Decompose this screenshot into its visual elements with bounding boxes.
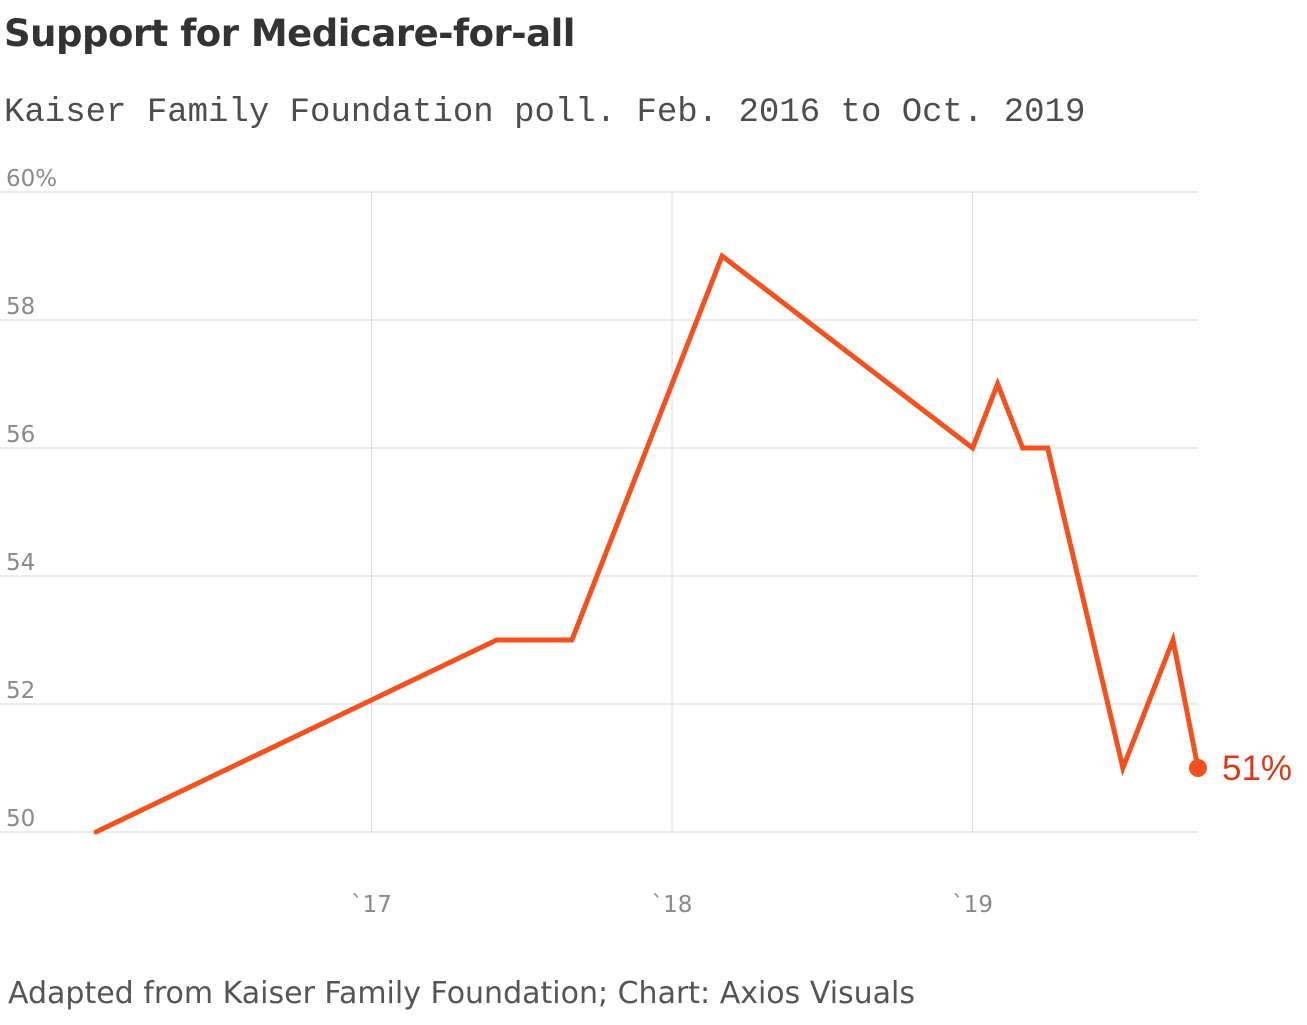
end-value-label: 51% (1222, 749, 1292, 788)
x-gridlines (371, 192, 974, 832)
x-tick-label: `17 (351, 892, 392, 918)
series-line (93, 251, 1201, 835)
y-tick-label: 58 (6, 294, 35, 320)
y-tick-label: 50 (6, 806, 35, 832)
end-marker-group: 51% (1189, 749, 1292, 788)
chart-subtitle: Kaiser Family Foundation poll. Feb. 2016… (4, 94, 1086, 132)
y-axis-ticks: 60% 58 56 54 52 50 (6, 166, 57, 832)
source-note: Adapted from Kaiser Family Foundation; C… (8, 976, 916, 1011)
y-tick-label: 60% (6, 166, 57, 192)
line-chart: 60% 58 56 54 52 50 `17 `18 `19 51% (0, 166, 1292, 918)
x-tick-label: `19 (952, 892, 993, 918)
end-point-dot (1189, 759, 1207, 777)
y-tick-label: 52 (6, 678, 35, 704)
series-group (93, 251, 1201, 835)
x-tick-label: `18 (652, 892, 693, 918)
x-axis-ticks: `17 `18 `19 (351, 892, 993, 918)
y-tick-label: 54 (6, 550, 35, 576)
chart-title: Support for Medicare-for-all (4, 12, 575, 55)
y-tick-label: 56 (6, 422, 35, 448)
y-gridlines (0, 191, 1198, 833)
